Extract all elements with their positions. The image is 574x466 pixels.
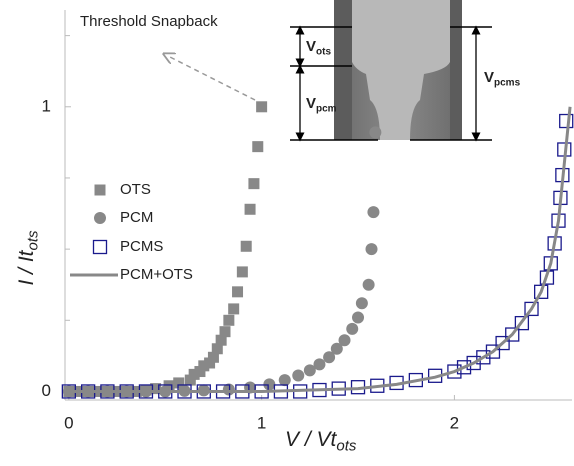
y-tick-label: 1 [42, 96, 51, 115]
x-tick-label: 2 [450, 413, 459, 432]
square-marker [173, 377, 185, 389]
square-marker [223, 314, 235, 326]
square-marker [194, 366, 206, 378]
annotation: Threshold Snapback [80, 13, 218, 30]
circle-marker [365, 243, 378, 256]
square-marker [256, 101, 268, 113]
square-marker [248, 178, 260, 190]
circle-marker [303, 364, 316, 377]
sem-inset [290, 0, 492, 142]
circle-marker [355, 297, 368, 310]
square-marker [184, 374, 196, 386]
y-axis-label: I / Itots [15, 230, 42, 286]
square-marker [244, 203, 256, 215]
open-square-marker [495, 335, 510, 351]
square-marker [219, 326, 231, 338]
x-axis-label: V / Vtots [285, 428, 357, 455]
legend-label: PCM+OTS [120, 266, 193, 283]
open-square-marker [505, 327, 520, 342]
y-axis-label-main: I / It [15, 249, 38, 285]
circle-marker [330, 342, 343, 355]
circle-marker [367, 206, 380, 219]
x-axis-label-main: V / Vt [285, 428, 338, 451]
square-marker [252, 141, 264, 153]
circle-marker [313, 358, 326, 371]
circle-marker [362, 278, 375, 291]
circle-marker [323, 351, 336, 364]
square-marker [188, 368, 200, 380]
square-marker [232, 286, 244, 298]
open-square-marker [559, 113, 574, 129]
circle-marker [292, 369, 305, 382]
open-square-marker [92, 239, 108, 255]
circle-marker [346, 322, 359, 335]
legend-label: PCMS [120, 238, 163, 255]
square-marker [94, 184, 106, 196]
square-marker [228, 303, 240, 315]
square-marker [207, 351, 219, 363]
inset-label-main: V [484, 69, 494, 86]
x-axis-label-sub: ots [336, 437, 357, 454]
open-square-marker [447, 364, 462, 379]
open-square-marker [466, 355, 481, 371]
inset-label-main: V [306, 95, 316, 112]
inset-label-sub: pcm [316, 103, 337, 114]
circle-marker [338, 334, 351, 347]
open-square-marker [534, 284, 549, 299]
open-square-marker [456, 360, 472, 375]
square-marker [215, 334, 227, 346]
open-square-marker [476, 350, 491, 365]
square-marker [211, 343, 223, 355]
circle-marker [94, 212, 106, 224]
square-marker [150, 383, 162, 395]
inset-label: Vpcms [484, 69, 521, 88]
circle-marker [278, 374, 291, 387]
square-marker [240, 240, 252, 252]
square-marker [198, 360, 210, 372]
legend-label: OTS [120, 181, 151, 198]
circle-marker [263, 378, 276, 391]
x-tick-label: 1 [257, 413, 266, 432]
inset-label: Vpcm [306, 95, 337, 114]
legend-label: PCM [120, 209, 153, 226]
circle-marker [352, 311, 365, 324]
open-square-marker [524, 301, 539, 317]
square-marker [204, 357, 216, 369]
series-line [68, 106, 572, 393]
annotation-arrow [168, 56, 256, 101]
square-marker [236, 266, 248, 278]
inset-label-sub: ots [316, 46, 331, 57]
y-axis-label-sub: ots [24, 230, 41, 251]
inset-label-main: V [306, 38, 316, 55]
x-tick-label: 0 [64, 413, 73, 432]
square-marker [163, 380, 175, 392]
inset-label: Vots [306, 38, 331, 57]
circle-marker [369, 126, 382, 139]
open-square-marker [485, 344, 501, 359]
open-square-marker [514, 315, 530, 331]
y-tick-label: 0 [42, 381, 51, 400]
inset-label-sub: pcms [494, 77, 521, 88]
plot-area [61, 101, 574, 399]
